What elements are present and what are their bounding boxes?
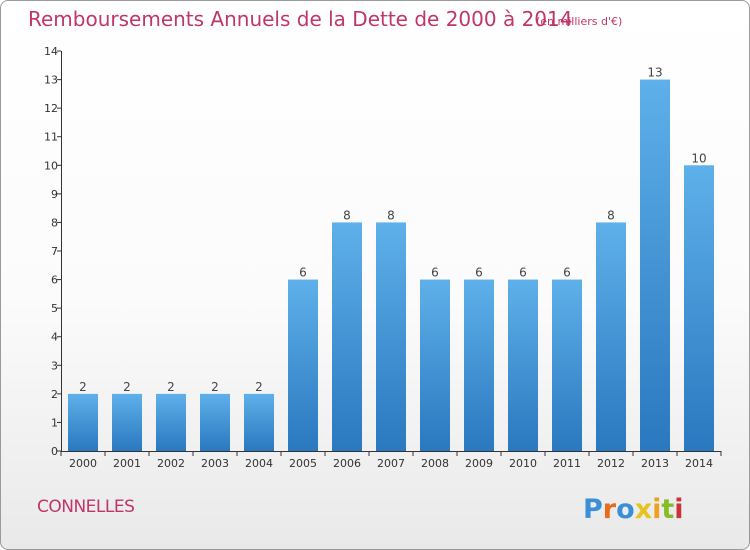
y-tick-label-6: 6 <box>51 274 58 287</box>
bar-2001 <box>112 393 142 451</box>
y-tick-label-14: 14 <box>44 45 58 58</box>
data-label-2007: 8 <box>387 208 395 222</box>
data-label-2013: 13 <box>647 66 662 80</box>
data-label-2012: 8 <box>607 208 615 222</box>
logo-letter: i <box>652 494 661 525</box>
x-tick-label-2000: 2000 <box>69 457 97 470</box>
bar-2003 <box>200 393 230 451</box>
x-tick-label-2003: 2003 <box>201 457 229 470</box>
x-tick-label-2007: 2007 <box>377 457 405 470</box>
commune-name: CONNELLES <box>37 497 135 517</box>
y-tick-label-13: 13 <box>44 74 58 87</box>
data-label-2006: 8 <box>343 208 351 222</box>
y-tick-label-5: 5 <box>51 302 58 315</box>
bar-2014 <box>684 165 714 452</box>
x-tick-label-2008: 2008 <box>421 457 449 470</box>
y-tick-label-10: 10 <box>44 159 58 172</box>
y-tick-label-12: 12 <box>44 102 58 115</box>
logo-letter: r <box>603 494 617 525</box>
bar-2007 <box>376 222 406 451</box>
data-label-2003: 2 <box>211 380 219 394</box>
logo-letter: t <box>661 494 674 525</box>
x-axis: 2000 2001 2002 2003 2004 2005 2006 2007 2008 2009… <box>60 451 722 470</box>
y-tick-label-4: 4 <box>51 331 58 344</box>
data-label-2004: 2 <box>255 380 263 394</box>
y-tick-label-7: 7 <box>51 245 58 258</box>
logo-letter: i <box>674 494 683 525</box>
bar-2006 <box>332 222 362 451</box>
x-tick-label-2011: 2011 <box>553 457 581 470</box>
y-tick-label-9: 9 <box>51 188 58 201</box>
bar-2008 <box>420 279 450 451</box>
data-label-2008: 6 <box>431 266 439 280</box>
bar-2011 <box>552 279 582 451</box>
data-label-2010: 6 <box>519 266 527 280</box>
bar-2005 <box>288 279 318 451</box>
data-label-2005: 6 <box>299 266 307 280</box>
x-tick-label-2009: 2009 <box>465 457 493 470</box>
x-tick-label-2013: 2013 <box>641 457 669 470</box>
bars-group: 2 2 2 2 2 6 8 8 6 6 6 6 8 13 10 <box>68 66 714 452</box>
x-tick-label-2002: 2002 <box>157 457 185 470</box>
y-tick-label-11: 11 <box>44 131 58 144</box>
svg-text:Proxiti: Proxiti <box>583 494 684 525</box>
y-tick-label-0: 0 <box>51 445 58 458</box>
chart-title: Remboursements Annuels de la Dette de 20… <box>28 7 573 31</box>
x-tick-label-2004: 2004 <box>245 457 273 470</box>
x-tick-label-2014: 2014 <box>685 457 713 470</box>
bar-2009 <box>464 279 494 451</box>
x-tick-label-2010: 2010 <box>509 457 537 470</box>
data-label-2001: 2 <box>123 380 131 394</box>
y-tick-label-8: 8 <box>51 216 58 229</box>
data-label-2011: 6 <box>563 266 571 280</box>
x-tick-label-2006: 2006 <box>333 457 361 470</box>
bar-2010 <box>508 279 538 451</box>
proxiti-logo: Proxiti <box>583 494 684 525</box>
data-label-2002: 2 <box>167 380 175 394</box>
data-label-2014: 10 <box>691 151 706 165</box>
x-tick-label-2005: 2005 <box>289 457 317 470</box>
chart-subtitle: (en milliers d'€) <box>536 15 623 28</box>
data-label-2009: 6 <box>475 266 483 280</box>
bar-2012 <box>596 222 626 451</box>
bar-2002 <box>156 393 186 451</box>
logo-letter: o <box>616 494 635 525</box>
logo-letter: x <box>635 494 652 525</box>
bar-2000 <box>68 393 98 451</box>
bar-2004 <box>244 393 274 451</box>
x-tick-label-2001: 2001 <box>113 457 141 470</box>
y-tick-label-2: 2 <box>51 388 58 401</box>
y-tick-label-1: 1 <box>51 416 58 429</box>
data-label-2000: 2 <box>79 380 87 394</box>
x-tick-label-2012: 2012 <box>597 457 625 470</box>
logo-letter: P <box>583 494 603 525</box>
bar-2013 <box>640 79 670 452</box>
y-tick-label-3: 3 <box>51 359 58 372</box>
